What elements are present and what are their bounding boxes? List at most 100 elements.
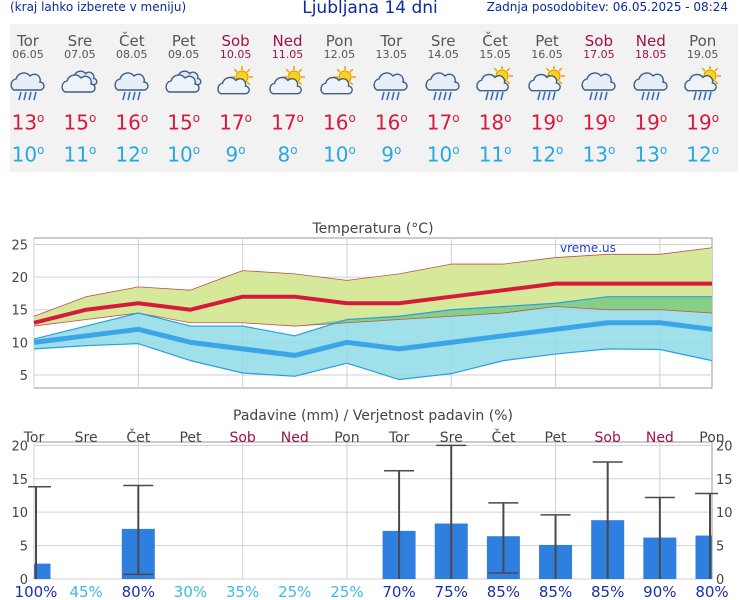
day-name: Tor [17,32,39,50]
rain-cloud-icon [631,66,671,102]
day-column: Čet 08.05 16o 12o [106,24,158,172]
temperature-chart: Temperatura (°C) 5 10 15 20 25 vreme.us [11,221,713,389]
day-column: Sre 07.05 15o 11o [54,24,106,172]
day-date: 12.05 [323,48,356,61]
sun-cloud-icon [216,66,256,102]
cloudy-icon [60,66,100,102]
precip-probability-label: 75% [435,583,468,600]
max-temperature: 13o [11,110,45,135]
day-date: 16.05 [531,48,563,61]
range-overlap-band [34,296,712,327]
sun-cloud-icon [268,66,308,102]
precip-probability-label: 70% [382,583,415,600]
day-date: 08.05 [116,48,148,61]
day-name: Tor [380,32,403,50]
min-temperature: 9o [225,142,246,167]
day-column: Ned 18.05 19o 13o [625,24,677,172]
precip-probability-label: 80% [122,583,155,600]
day-axis-label: Pon [699,430,724,446]
day-axis-label: Tor [388,430,410,446]
day-name: Pon [689,32,717,50]
location-menu-note[interactable]: (kraj lahko izberete v meniju) [10,0,187,14]
max-temperature: 19o [686,110,720,135]
min-temp-line [33,320,713,358]
y-tick-label: 5 [20,369,28,384]
precip-probability-label: 85% [539,583,572,600]
day-axis-label: Tor [23,430,45,446]
day-column: Ned 11.05 17o 8o [262,24,314,172]
max-temperature: 17o [426,110,460,135]
y-tick-label: 20 [11,439,28,454]
day-axis-label: Ned [281,430,309,446]
day-column: Tor 06.05 13o 10o [2,24,54,172]
min-temp-lower-line [33,343,713,381]
day-date: 06.05 [12,48,44,61]
rain-cloud-icon [112,66,152,102]
max-temp-upper-line [33,247,713,317]
sun-rain-cloud-icon [683,65,723,102]
min-temperature: 12o [686,142,720,167]
y-tick-label: 20 [11,271,28,286]
day-date: 07.05 [64,48,96,61]
max-temperature: 16o [322,110,356,135]
min-temperature: 10o [426,142,460,167]
day-name: Pet [171,32,196,50]
rain-cloud-icon [423,66,463,102]
rain-cloud-icon [579,66,619,102]
day-column: Pon 19.05 19o 12o [677,24,729,172]
day-date: 17.05 [583,48,615,61]
day-axis-label: Čet [126,428,150,446]
precip-probability-label: 90% [643,583,676,600]
precip-probability-label: 35% [226,583,259,600]
day-axis-label: Pon [334,430,359,446]
max-temperature: 17o [271,110,304,135]
cloudy-icon [164,66,204,102]
min-temp-range-band [34,296,712,380]
day-axis-label: Ned [646,430,674,446]
day-name: Sob [221,32,250,50]
min-temperature: 13o [582,142,616,167]
max-temperature: 15o [63,110,97,135]
max-temp-line [33,281,712,325]
min-temperature: 9o [381,142,402,167]
min-temperature: 10o [167,142,201,167]
y-tick-label: 5 [20,540,28,555]
y-tick-label-right: 20 [716,439,733,454]
y-tick-label: 10 [11,506,28,521]
daily-forecast-strip: Tor 06.05 13o 10o Sre 07.05 15o 11o Čet 08.05 16o 1… [10,24,738,172]
last-update-text: Zadnja posodobitev: 06.05.2025 - 08:24 [486,0,728,14]
precip-probability-label: 30% [174,583,207,600]
day-column: Pet 16.05 19o 12o [521,24,573,172]
precip-probability-label: 25% [278,583,311,600]
precip-bar [34,563,51,579]
min-temperature: 10o [322,142,356,167]
day-date: 11.05 [271,48,304,61]
day-name: Pet [535,32,559,50]
day-name: Ned [272,32,303,50]
rain-cloud-icon [8,66,48,102]
day-name: Ned [635,32,666,50]
rain-cloud-icon [371,66,411,102]
day-column: Pon 12.05 16o 10o [313,24,365,172]
watermark: vreme.us [560,241,616,255]
day-axis-label: Pet [179,430,202,446]
day-name: Sre [67,32,93,50]
day-date: 13.05 [375,48,408,61]
max-temperature: 19o [582,110,616,135]
precip-bar [695,535,712,579]
min-temperature: 8o [277,142,298,167]
header: (kraj lahko izberete v meniju) Ljubljana… [0,0,740,22]
max-temperature: 15o [167,110,201,135]
min-temperature: 11o [478,142,512,167]
day-date: 18.05 [635,48,667,61]
day-axis-label: Sre [440,430,463,446]
min-temperature: 12o [115,142,149,167]
sun-cloud-icon [319,66,359,102]
day-axis-label: Pet [545,430,568,446]
day-date: 14.05 [427,48,459,61]
day-date: 10.05 [219,48,252,61]
day-axis-label: Čet [491,428,515,446]
precip-probability-label: 80% [695,583,728,600]
day-date: 15.05 [479,48,511,61]
min-temperature: 12o [530,142,564,167]
